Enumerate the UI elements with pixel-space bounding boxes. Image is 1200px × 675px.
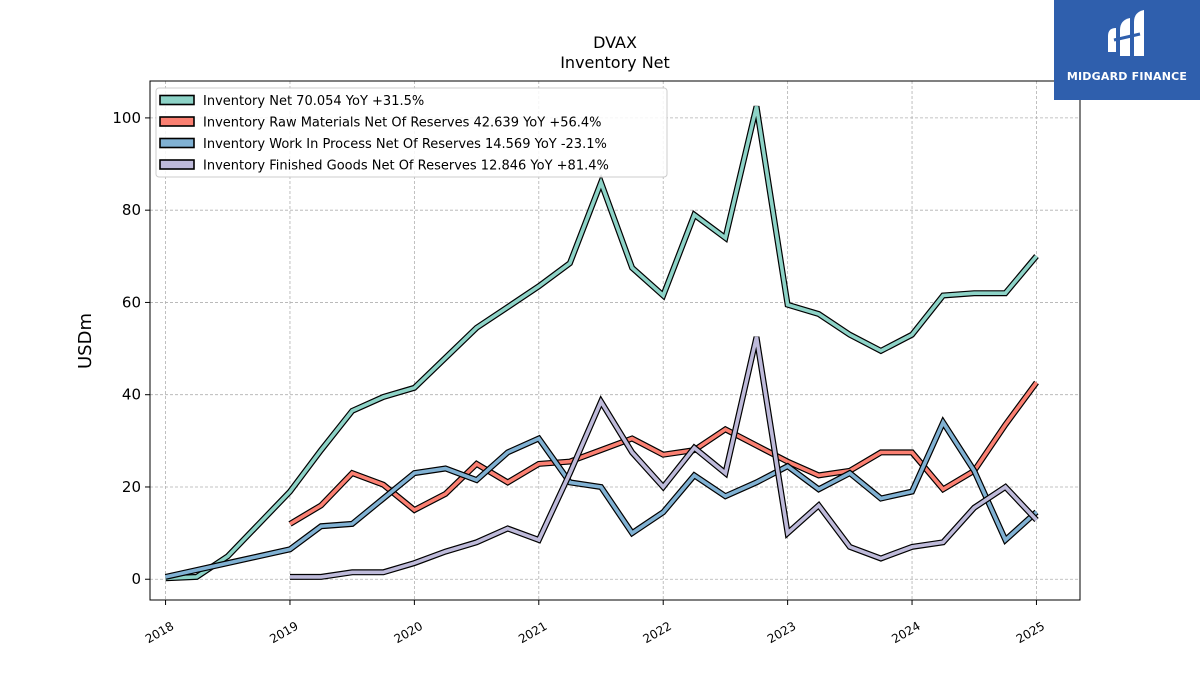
y-tick-label: 20 — [122, 478, 141, 496]
x-tick-label: 2018 — [143, 619, 176, 646]
y-tick-label: 0 — [131, 570, 141, 588]
x-tick-label: 2021 — [516, 619, 549, 646]
x-tick-label: 2019 — [267, 619, 300, 646]
series-line — [289, 381, 1038, 526]
legend-swatch — [159, 159, 195, 170]
legend-label: Inventory Net 70.054 YoY +31.5% — [203, 94, 424, 109]
legend-label: Inventory Work In Process Net Of Reserve… — [203, 137, 607, 152]
legend-label: Inventory Raw Materials Net Of Reserves … — [203, 116, 602, 131]
series-4 — [290, 336, 1039, 580]
logo-mark-icon — [1108, 10, 1144, 56]
x-tick-label: 2025 — [1014, 619, 1047, 646]
plot-frame — [149, 80, 1081, 601]
series-3 — [164, 416, 1039, 580]
series-line-outline — [164, 416, 1039, 580]
y-tick-label: 60 — [122, 293, 141, 311]
x-tick-label: 2023 — [765, 619, 798, 646]
series-2 — [288, 380, 1039, 527]
y-tick-label: 100 — [112, 109, 141, 127]
chart-title: DVAX — [593, 33, 637, 52]
x-tick-label: 2022 — [640, 619, 673, 646]
series-line — [165, 105, 1038, 581]
series-line — [290, 336, 1038, 579]
series-1 — [165, 105, 1039, 582]
legend-label: Inventory Finished Goods Net Of Reserves… — [203, 159, 609, 174]
y-axis-label: USDm — [75, 313, 96, 369]
legend: Inventory Net 70.054 YoY +31.5% Inventory… — [155, 87, 668, 178]
series-line — [165, 418, 1038, 579]
series-layer — [164, 105, 1039, 582]
y-tick-label: 80 — [122, 201, 141, 219]
axis-ticks: 0 20 40 60 80 100 2018 2019 2020 2021 2022 2023 2024… — [112, 109, 1047, 646]
x-tick-label: 2024 — [889, 619, 922, 646]
chart-subtitle: Inventory Net — [560, 53, 670, 72]
y-tick-label: 40 — [122, 386, 141, 404]
legend-box — [155, 87, 668, 178]
logo-text: MIDGARD FINANCE — [1066, 70, 1188, 83]
legend-swatch — [159, 94, 195, 106]
x-tick-label: 2020 — [392, 619, 425, 646]
brand-logo: MIDGARD FINANCE — [1054, 0, 1200, 100]
legend-swatch — [159, 137, 195, 149]
legend-swatch — [159, 116, 195, 127]
